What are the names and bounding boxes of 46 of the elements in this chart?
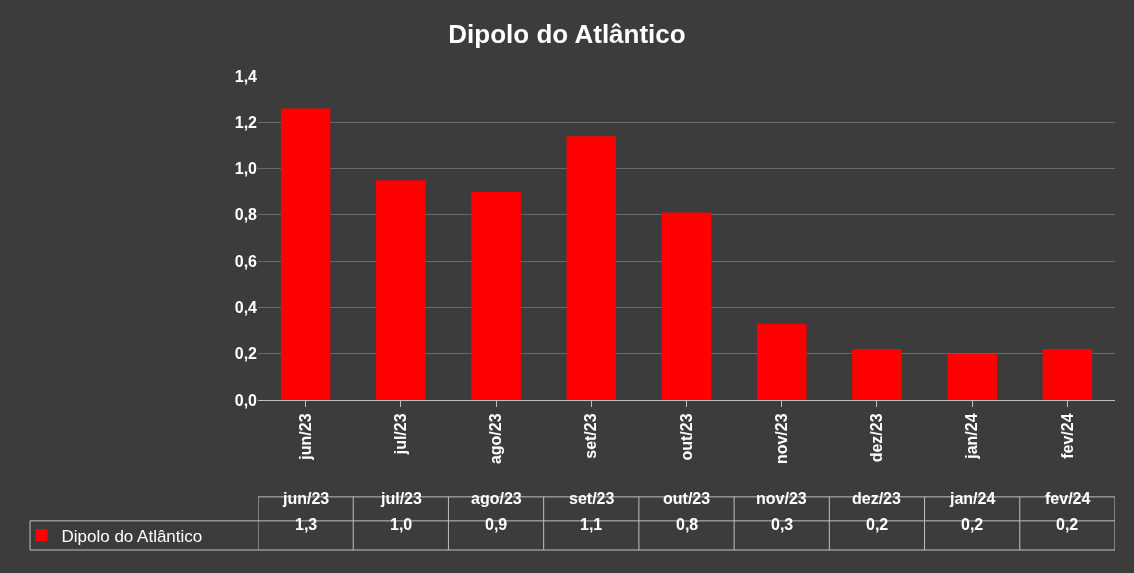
category-label: jul/23 [381, 490, 422, 507]
x-tick-label: jan/24 [963, 413, 981, 460]
bar [471, 191, 521, 400]
data-label: 0,2 [961, 516, 984, 533]
x-tick-label: ago/23 [487, 413, 505, 465]
bar [566, 136, 617, 400]
category-label: set/23 [569, 490, 615, 507]
category-label: out/23 [663, 490, 711, 507]
x-tick-label: out/23 [677, 413, 695, 461]
chart-title: Dipolo do Atlântico [448, 19, 686, 50]
x-tick-label: nov/23 [772, 413, 790, 465]
bar [756, 323, 807, 400]
bar [280, 108, 331, 400]
bar [947, 353, 997, 400]
bar [661, 212, 712, 400]
data-label: 0,9 [485, 516, 508, 533]
legend-label: Dipolo do Atlântico [61, 526, 203, 546]
y-tick-label: 0,0 [234, 391, 258, 409]
category-label: ago/23 [471, 490, 522, 507]
data-label: 1,3 [295, 516, 318, 533]
x-tick-label: fev/24 [1058, 413, 1076, 459]
y-tick-label: 0,4 [234, 299, 258, 317]
bar [376, 180, 426, 400]
y-tick-label: 0,8 [234, 206, 258, 224]
data-label: 1,1 [580, 516, 603, 533]
category-label: jan/24 [950, 490, 996, 507]
category-label: jun/23 [283, 490, 330, 507]
category-label: nov/23 [756, 490, 807, 507]
x-tick-label: jul/23 [392, 413, 410, 456]
y-tick-label: 1,0 [234, 160, 258, 178]
category-label: fev/24 [1045, 490, 1091, 507]
y-tick-label: 1,2 [234, 113, 258, 131]
x-tick-label: dez/23 [868, 413, 886, 463]
data-label: 1,0 [390, 516, 413, 533]
category-label: dez/23 [852, 490, 901, 507]
data-label: 0,2 [1056, 516, 1079, 533]
y-tick-label: 1,4 [234, 67, 258, 85]
y-tick-label: 0,6 [234, 252, 258, 270]
data-label: 0,8 [676, 516, 699, 533]
x-tick-label: set/23 [582, 413, 600, 459]
bar [1042, 349, 1093, 400]
x-tick-label: jun/23 [296, 413, 314, 461]
bar [852, 349, 902, 400]
y-tick-label: 0,2 [234, 345, 258, 363]
data-label: 0,3 [771, 516, 794, 533]
data-label: 0,2 [866, 516, 889, 533]
